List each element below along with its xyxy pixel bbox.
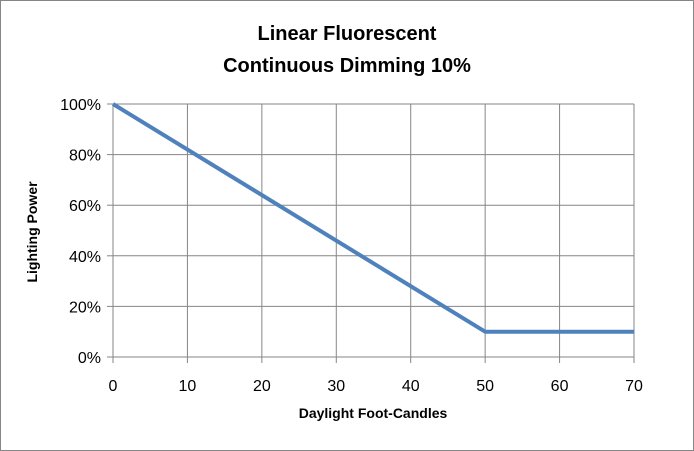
x-tick-label: 0 (109, 378, 118, 395)
x-tick-label: 40 (402, 378, 420, 395)
y-axis-title: Lighting Power (24, 181, 40, 283)
chart-title-line-2: Continuous Dimming 10% (223, 55, 471, 77)
x-tick-label: 50 (476, 378, 494, 395)
chart-title-line-1: Linear Fluorescent (258, 23, 437, 45)
x-tick-labels: 0 10 20 30 40 50 60 70 (109, 378, 643, 395)
x-tick-label: 10 (179, 378, 197, 395)
y-tick-label: 40% (69, 249, 101, 266)
gridlines (113, 103, 635, 357)
y-tick-label: 20% (69, 299, 101, 316)
series-line (111, 102, 634, 334)
y-tick-label: 80% (69, 148, 101, 165)
x-tick-label: 60 (551, 378, 569, 395)
x-axis-title: Daylight Foot-Candles (299, 405, 448, 421)
axes (107, 103, 635, 363)
y-tick-labels: 0% 20% 40% 60% 80% 100% (60, 97, 101, 367)
x-tick-label: 20 (253, 378, 271, 395)
y-tick-label: 0% (78, 350, 101, 367)
y-tick-label: 60% (69, 198, 101, 215)
series-lines (111, 102, 634, 334)
x-tick-label: 70 (625, 378, 643, 395)
y-tick-label: 100% (60, 97, 101, 114)
x-tick-label: 30 (327, 378, 345, 395)
